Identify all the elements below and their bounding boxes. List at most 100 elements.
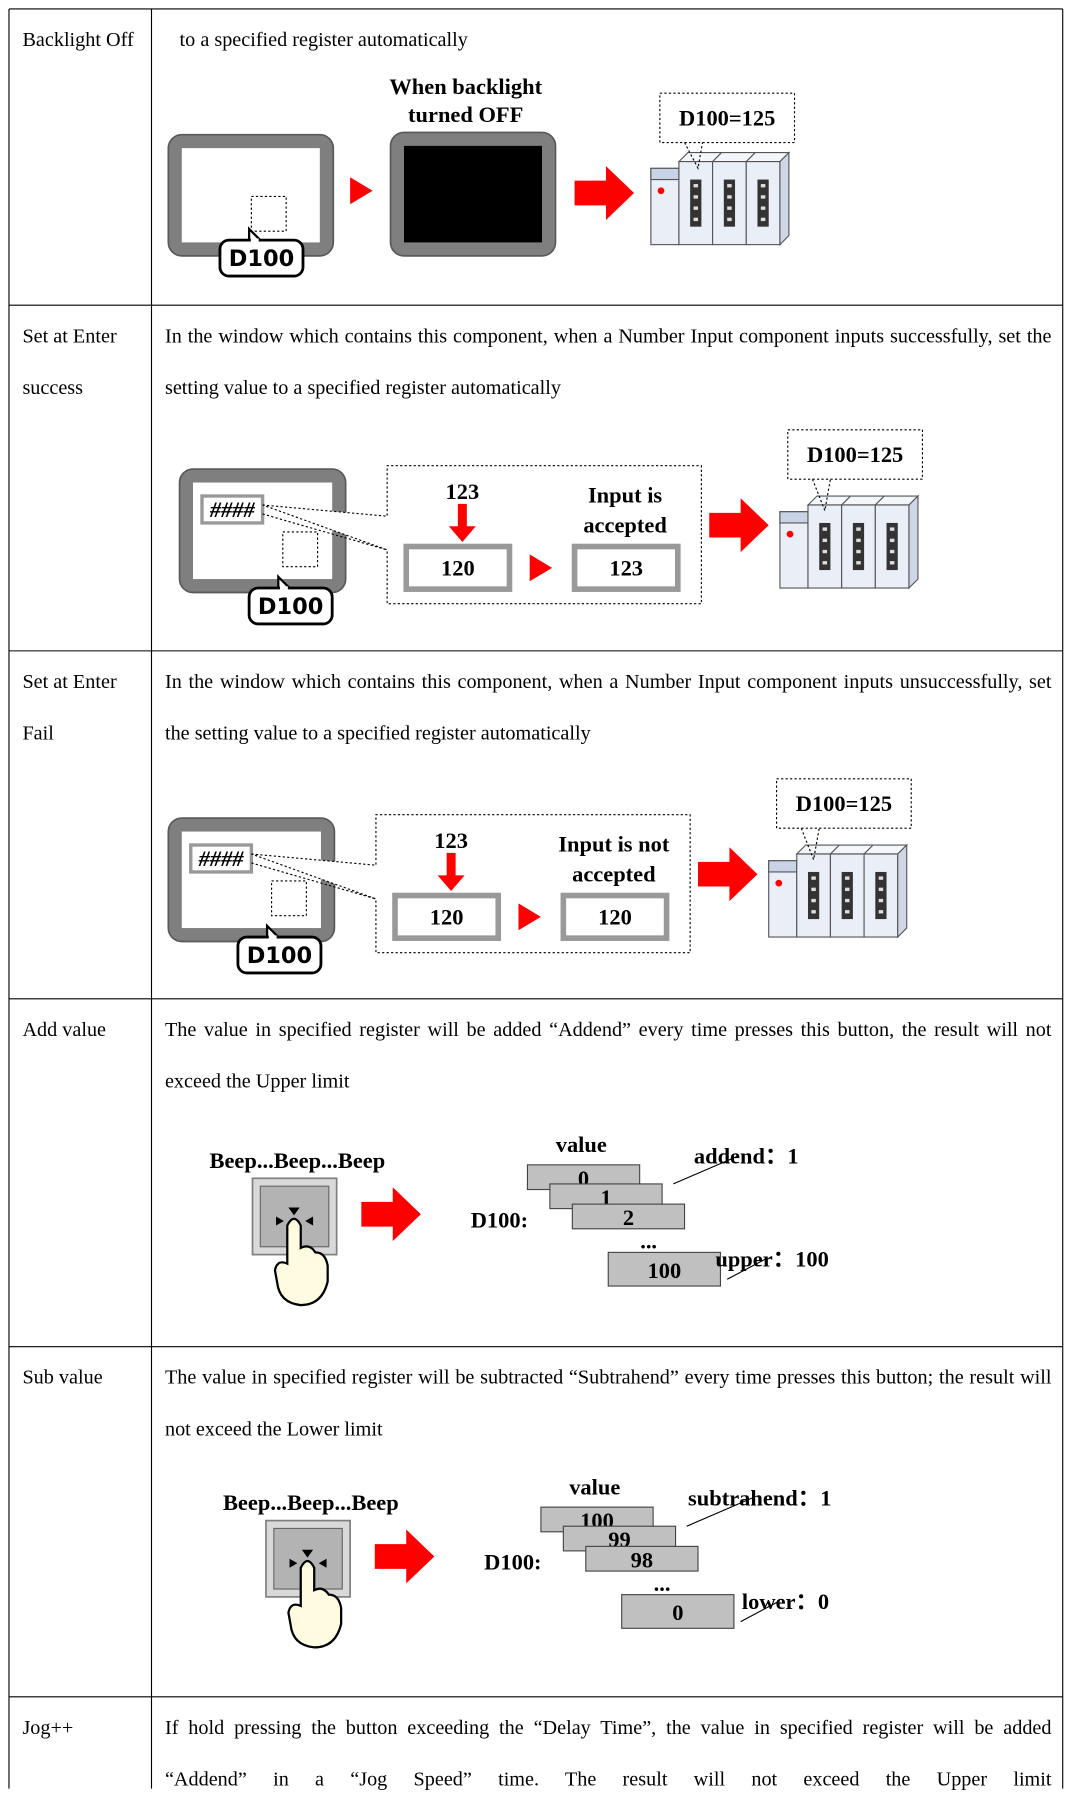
figure-label: Beep...Beep...Beep [210, 1148, 386, 1173]
plc-terminal [757, 179, 769, 227]
zoom-line [251, 862, 377, 900]
leader-line [740, 1600, 780, 1623]
plc-pin [889, 527, 895, 531]
plc-pin [856, 538, 861, 543]
plc-side [908, 494, 919, 590]
plc-terminal [819, 522, 831, 571]
plc-pin [811, 876, 816, 880]
plc-terminal [875, 871, 887, 920]
result-callout [787, 429, 924, 480]
button-icon [318, 1558, 327, 1568]
button-icon [301, 1549, 314, 1558]
figure-label: D100 [247, 943, 312, 969]
hmi-display [181, 148, 320, 243]
figure-label: addend：1 [694, 1143, 799, 1168]
plc-pin [822, 527, 828, 531]
plc-pin [822, 561, 828, 565]
figure-label: 100 [648, 1258, 682, 1283]
plc-pin [878, 910, 884, 914]
leader-line [686, 1497, 753, 1527]
register-tail [248, 226, 262, 241]
input-arrow [448, 503, 476, 543]
figure-label: Beep...Beep...Beep [223, 1490, 399, 1515]
figure-label: D100=125 [796, 791, 892, 816]
plc-pin [856, 561, 861, 565]
register-value-box [621, 1594, 735, 1629]
row-name: Backlight Off [22, 28, 134, 51]
pressing-hand [273, 1217, 329, 1307]
register-callout [236, 935, 323, 975]
figure-label: D100 [229, 246, 294, 272]
plc-cpu [650, 167, 680, 246]
input-arrow [437, 852, 465, 892]
plc-cpu-top [779, 511, 809, 524]
figure-label: D100 [258, 594, 323, 620]
flow-arrow [574, 166, 635, 220]
target-area [271, 880, 307, 917]
plc-pin [878, 876, 884, 880]
register-value-box [571, 1203, 686, 1230]
figure-label: upper：100 [715, 1247, 828, 1272]
figure-label: 1 [600, 1185, 611, 1210]
register-callout [247, 586, 334, 626]
plc-pin [845, 898, 850, 903]
plc-pin [822, 538, 828, 543]
plc-pin [693, 195, 699, 199]
result-tail [800, 827, 820, 862]
plc-pin [760, 206, 766, 210]
flow-arrow [709, 498, 769, 553]
value-box [571, 543, 681, 592]
row-name: Jog++ [22, 1715, 74, 1739]
row-description: The value in specified register will be … [164, 1365, 1052, 1440]
figure-label: lower：0 [742, 1589, 829, 1614]
button-icon [305, 1216, 314, 1226]
plc-pin [760, 217, 766, 222]
leader-line [726, 1258, 766, 1280]
plc-side [897, 843, 908, 939]
figure-label: When backlight [389, 74, 542, 99]
figure-label: accepted [572, 862, 656, 887]
figure-label: 120 [598, 904, 632, 929]
figure-label: #### [209, 497, 256, 522]
plc-pin [760, 195, 766, 199]
figure-label: 120 [430, 904, 464, 929]
plc-pin [856, 549, 861, 554]
step-arrow [529, 554, 553, 582]
register-value-box [607, 1251, 722, 1287]
plc-pin [727, 206, 732, 210]
input-field [189, 843, 254, 874]
register-tail [277, 574, 291, 589]
row-description: In the window which contains this compon… [164, 669, 1052, 745]
plc-terminal [690, 179, 702, 227]
button-icon [289, 1558, 298, 1568]
result-callout [776, 778, 912, 829]
figure-label: D100: [484, 1550, 541, 1575]
step-arrow [518, 903, 541, 931]
plc-pin [822, 549, 828, 554]
plc-pin [811, 898, 816, 903]
plc-led [657, 187, 665, 195]
plc-led [775, 879, 783, 887]
input-field [200, 494, 265, 525]
figure-label: accepted [583, 513, 667, 538]
hmi-display [403, 145, 543, 243]
plc-pin [811, 887, 816, 892]
figure-label: 120 [441, 555, 475, 580]
result-tail [684, 142, 704, 171]
figure-label: ... [654, 1571, 671, 1596]
plc-pin [889, 549, 895, 554]
row-description: to a specified register automatically [179, 28, 468, 51]
plc-pin [811, 910, 816, 914]
figure-label: Input is [588, 482, 662, 507]
row-name: Sub value [22, 1365, 103, 1389]
figure-label: 123 [609, 555, 643, 580]
plc-pin [889, 561, 895, 565]
plc-pin [693, 217, 699, 222]
plc-pin [878, 898, 884, 903]
row-name: Set at Enter Fail [22, 669, 117, 745]
plc-pin [845, 876, 850, 880]
plc-led [786, 530, 794, 538]
